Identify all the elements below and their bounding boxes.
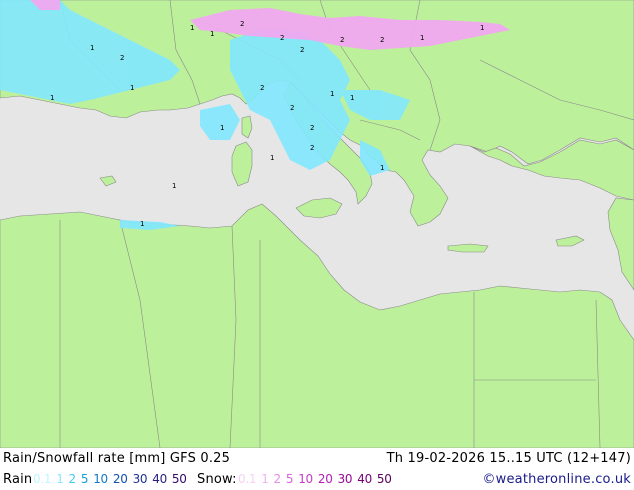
corsica xyxy=(241,115,253,139)
marker: 1 xyxy=(90,44,94,52)
marker: 1 xyxy=(172,182,176,190)
balearics xyxy=(99,175,117,187)
marker: 2 xyxy=(380,36,384,44)
marker: 1 xyxy=(330,90,334,98)
header-row: Rain/Snowfall rate [mm] GFS 0.25 Th 19-0… xyxy=(0,448,634,469)
turkey-coast xyxy=(469,139,634,201)
marker: 1 xyxy=(50,94,54,102)
marker: 1 xyxy=(480,24,484,32)
snow-legend-value: 5 xyxy=(285,472,294,486)
credit-link[interactable]: ©weatheronline.co.uk xyxy=(482,472,631,487)
marker: 1 xyxy=(140,220,144,228)
snow-legend-value: 40 xyxy=(357,472,372,486)
rain-legend-value: 30 xyxy=(132,472,148,486)
marker: 1 xyxy=(190,24,194,32)
marker: 2 xyxy=(340,36,344,44)
snow-legend-value: 10 xyxy=(298,472,313,486)
rain-legend-value: 50 xyxy=(171,472,187,486)
marker: 2 xyxy=(300,46,304,54)
snow-areas xyxy=(30,0,510,50)
crete xyxy=(447,243,489,253)
marker: 1 xyxy=(210,30,214,38)
marker: 2 xyxy=(290,104,294,112)
marker: 2 xyxy=(120,54,124,62)
map-title: Rain/Snowfall rate [mm] GFS 0.25 xyxy=(3,451,231,466)
sardinia xyxy=(231,141,253,187)
snow-legend-value: 50 xyxy=(376,472,392,486)
marker: 2 xyxy=(260,84,264,92)
marker: 2 xyxy=(310,144,314,152)
forecast-datetime: Th 19-02-2026 15..15 UTC (12+147) xyxy=(386,451,631,466)
snow-legend-label: Snow: xyxy=(197,472,237,487)
marker: 2 xyxy=(310,124,314,132)
snow-legend-value: 20 xyxy=(317,472,333,486)
sicily xyxy=(295,197,343,219)
marker: 1 xyxy=(220,124,224,132)
rain-legend-value: 20 xyxy=(112,472,128,486)
marker: 1 xyxy=(350,94,354,102)
snow-legend-value: 0.1 xyxy=(238,472,257,486)
rain-legend: 0.1 1 2 5 10 20 30 40 50 xyxy=(33,469,192,490)
marker: 1 xyxy=(420,34,424,42)
rain-legend-label: Rain xyxy=(3,472,33,487)
rain-areas xyxy=(0,0,410,230)
rain-legend-value: 1 xyxy=(56,472,64,486)
snow-legend: 0.1 1 2 5 10 20 30 40 50 xyxy=(238,469,397,490)
rain-legend-value: 0.1 xyxy=(33,472,52,486)
marker: 1 xyxy=(130,84,134,92)
marker: 2 xyxy=(240,20,244,28)
rain-legend-value: 10 xyxy=(93,472,108,486)
snow-legend-value: 2 xyxy=(273,472,282,486)
snow-legend-value: 30 xyxy=(337,472,353,486)
marker: 1 xyxy=(270,154,274,162)
marker: 1 xyxy=(380,164,384,172)
precipitation-map: 1 1 2 2 2 2 2 1 1 1 2 1 2 2 2 1 1 2 1 1 … xyxy=(0,0,634,448)
precip-markers: 1 1 2 2 2 2 2 1 1 1 2 1 2 2 2 1 1 2 1 1 … xyxy=(50,20,484,228)
legend-row: Rain 0.1 1 2 5 10 20 30 40 50 Snow: 0.1 1 2 5 10 20 30… xyxy=(0,469,634,490)
rain-legend-value: 2 xyxy=(68,472,77,486)
snow-legend-value: 1 xyxy=(261,472,269,486)
rain-legend-value: 5 xyxy=(80,472,89,486)
levant xyxy=(607,197,634,291)
marker: 2 xyxy=(280,34,284,42)
rain-legend-value: 40 xyxy=(152,472,167,486)
cyprus xyxy=(555,235,585,247)
